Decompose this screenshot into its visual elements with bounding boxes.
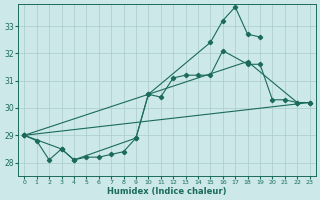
X-axis label: Humidex (Indice chaleur): Humidex (Indice chaleur) xyxy=(107,187,227,196)
